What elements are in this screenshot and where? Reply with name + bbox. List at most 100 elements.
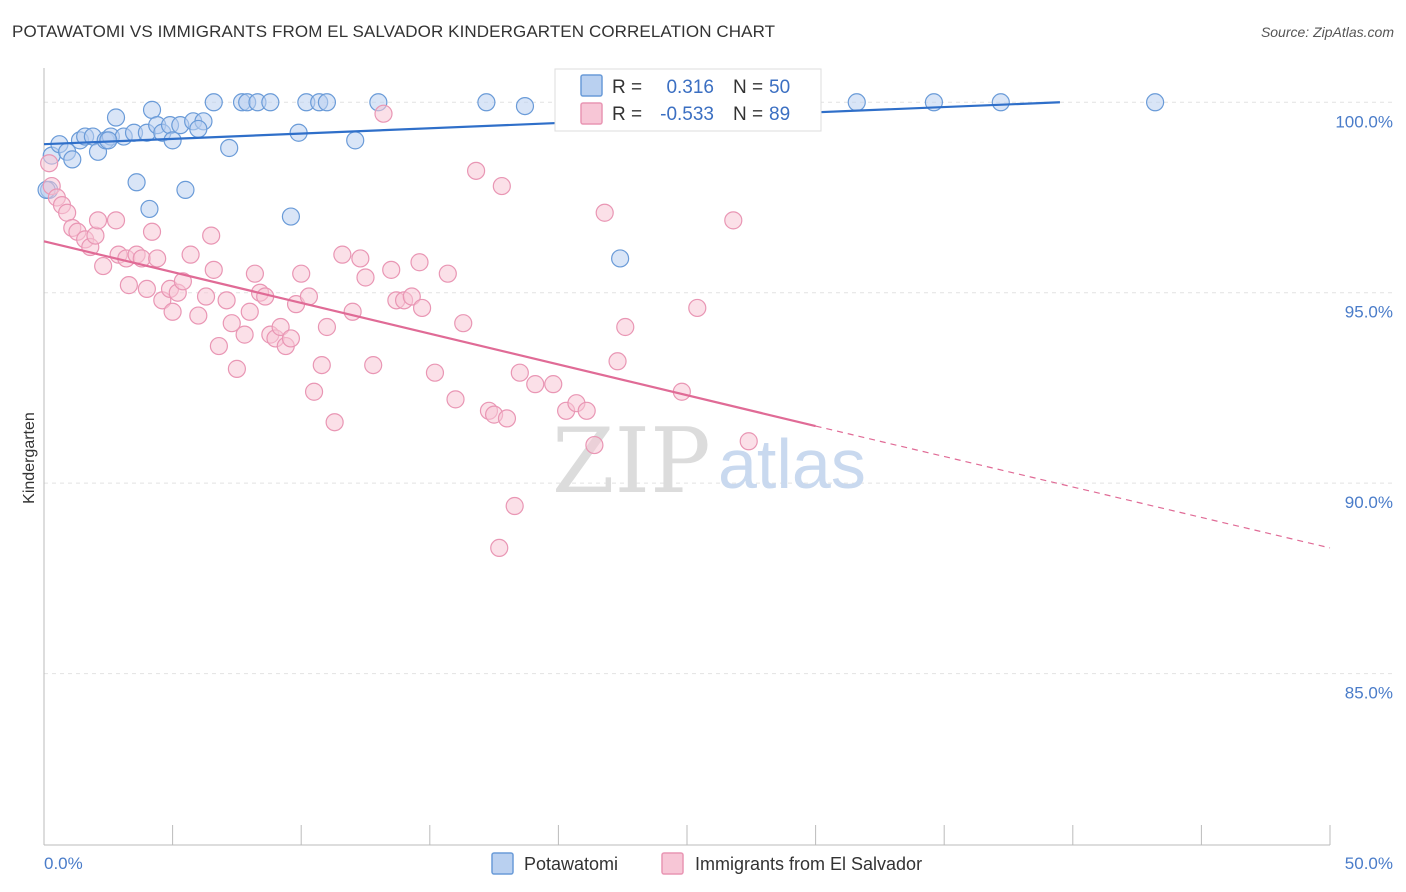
potawatomi-point — [106, 108, 126, 127]
el-salvador-point — [497, 409, 517, 428]
el-salvador-point — [585, 435, 604, 455]
el-salvador-point — [189, 306, 208, 325]
potawatomi-point — [189, 119, 208, 139]
el-salvador-point — [425, 363, 445, 382]
x-tick-label-min: 0.0% — [44, 854, 83, 873]
el-salvador-point — [410, 253, 429, 272]
potawatomi-point — [127, 173, 146, 192]
stats-n-label-2: N = — [733, 104, 763, 125]
el-salvador-point — [222, 314, 241, 333]
potawatomi-point — [611, 249, 630, 268]
el-salvador-point — [364, 355, 383, 375]
legend-label-el-salvador: Immigrants from El Salvador — [695, 854, 922, 874]
el-salvador-point — [739, 432, 758, 451]
el-salvador-point — [148, 249, 167, 268]
stats-r-value-1: 0.316 — [666, 77, 714, 98]
el-salvador-point — [351, 249, 370, 268]
el-salvador-point — [240, 302, 259, 321]
el-salvador-point — [505, 496, 524, 516]
el-salvador-point — [454, 314, 473, 333]
legend-swatch-el-salvador — [661, 852, 684, 875]
el-salvador-point — [312, 355, 331, 375]
el-salvador-point — [217, 291, 236, 310]
stats-r-value-2: -0.533 — [660, 104, 714, 125]
el-salvador-point — [227, 359, 246, 378]
potawatomi-point — [477, 93, 496, 112]
el-salvador-point — [40, 154, 59, 173]
potawatomi-point — [140, 199, 159, 219]
watermark: ZIP atlas — [552, 409, 866, 514]
el-salvador-point — [137, 279, 156, 299]
y-tick-label: 100.0% — [1335, 112, 1393, 131]
potawatomi-point — [281, 207, 301, 226]
legend-swatch-potawatomi — [491, 852, 514, 875]
el-salvador-point — [382, 260, 401, 279]
el-salvador-point — [325, 413, 344, 432]
potawatomi-point — [163, 131, 182, 150]
el-salvador-point — [106, 211, 126, 230]
potawatomi-point — [261, 93, 280, 112]
stats-r-label-2: R = — [612, 104, 642, 125]
el-salvador-point — [204, 260, 223, 279]
el-salvador-point — [142, 222, 162, 241]
el-salvador-point — [510, 363, 529, 382]
stats-n-value-1: 50 — [769, 77, 790, 98]
x-tick-label-max: 50.0% — [1345, 854, 1393, 873]
data-points — [37, 93, 1165, 558]
potawatomi-point — [176, 180, 195, 199]
potawatomi-point — [515, 96, 535, 116]
el-salvador-point — [438, 264, 457, 283]
stats-n-value-2: 89 — [769, 104, 790, 125]
potawatomi-point — [142, 100, 162, 119]
chart-source: Source: ZipAtlas.com — [1260, 24, 1394, 40]
el-salvador-point — [88, 211, 108, 230]
y-tick-label: 95.0% — [1345, 303, 1393, 322]
el-salvador-point — [724, 211, 743, 230]
el-salvador-point — [163, 302, 182, 321]
trend-lines — [43, 101, 1331, 549]
watermark-zip: ZIP — [552, 409, 711, 514]
watermark-atlas: atlas — [718, 425, 866, 503]
legend-label-potawatomi: Potawatomi — [524, 854, 618, 874]
el-salvador-point — [58, 203, 77, 222]
potawatomi-point — [220, 138, 239, 158]
y-tick-label: 85.0% — [1345, 684, 1393, 703]
el-salvador-point — [490, 538, 509, 558]
el-salvador-point — [595, 203, 614, 222]
el-salvador-point — [374, 104, 393, 123]
el-salvador-point — [196, 287, 216, 306]
el-salvador-point — [281, 329, 301, 348]
stats-n-label-1: N = — [733, 77, 763, 98]
el-salvador-point — [688, 298, 707, 318]
stats-swatch-potawatomi — [580, 74, 603, 97]
potawatomi-point — [204, 93, 223, 112]
el-salvador-point — [181, 245, 200, 264]
el-salvador-point — [402, 287, 421, 306]
el-salvador-point — [304, 382, 324, 401]
el-salvador-point — [577, 401, 596, 420]
chart-title: POTAWATOMI VS IMMIGRANTS FROM EL SALVADO… — [12, 22, 776, 41]
el-salvador-trend-extension — [815, 425, 1331, 549]
el-salvador-point — [356, 268, 375, 287]
el-salvador-point — [492, 176, 511, 196]
potawatomi-point — [317, 93, 337, 112]
el-salvador-point — [412, 298, 432, 318]
el-salvador-point — [86, 226, 105, 245]
el-salvador-point — [333, 245, 352, 264]
el-salvador-point — [544, 375, 563, 394]
el-salvador-point — [173, 272, 192, 291]
legend: Potawatomi Immigrants from El Salvador — [491, 852, 922, 875]
stats-r-label-1: R = — [612, 77, 642, 98]
el-salvador-point — [235, 325, 254, 344]
potawatomi-point — [63, 150, 82, 169]
potawatomi-point — [991, 93, 1010, 112]
potawatomi-point — [346, 131, 365, 150]
potawatomi-trend-line — [43, 101, 1060, 146]
el-salvador-trend-line — [43, 240, 816, 428]
el-salvador-point — [94, 256, 113, 276]
el-salvador-point — [608, 352, 627, 371]
potawatomi-point — [847, 93, 866, 112]
potawatomi-point — [1146, 93, 1165, 112]
el-salvador-point — [202, 226, 221, 245]
